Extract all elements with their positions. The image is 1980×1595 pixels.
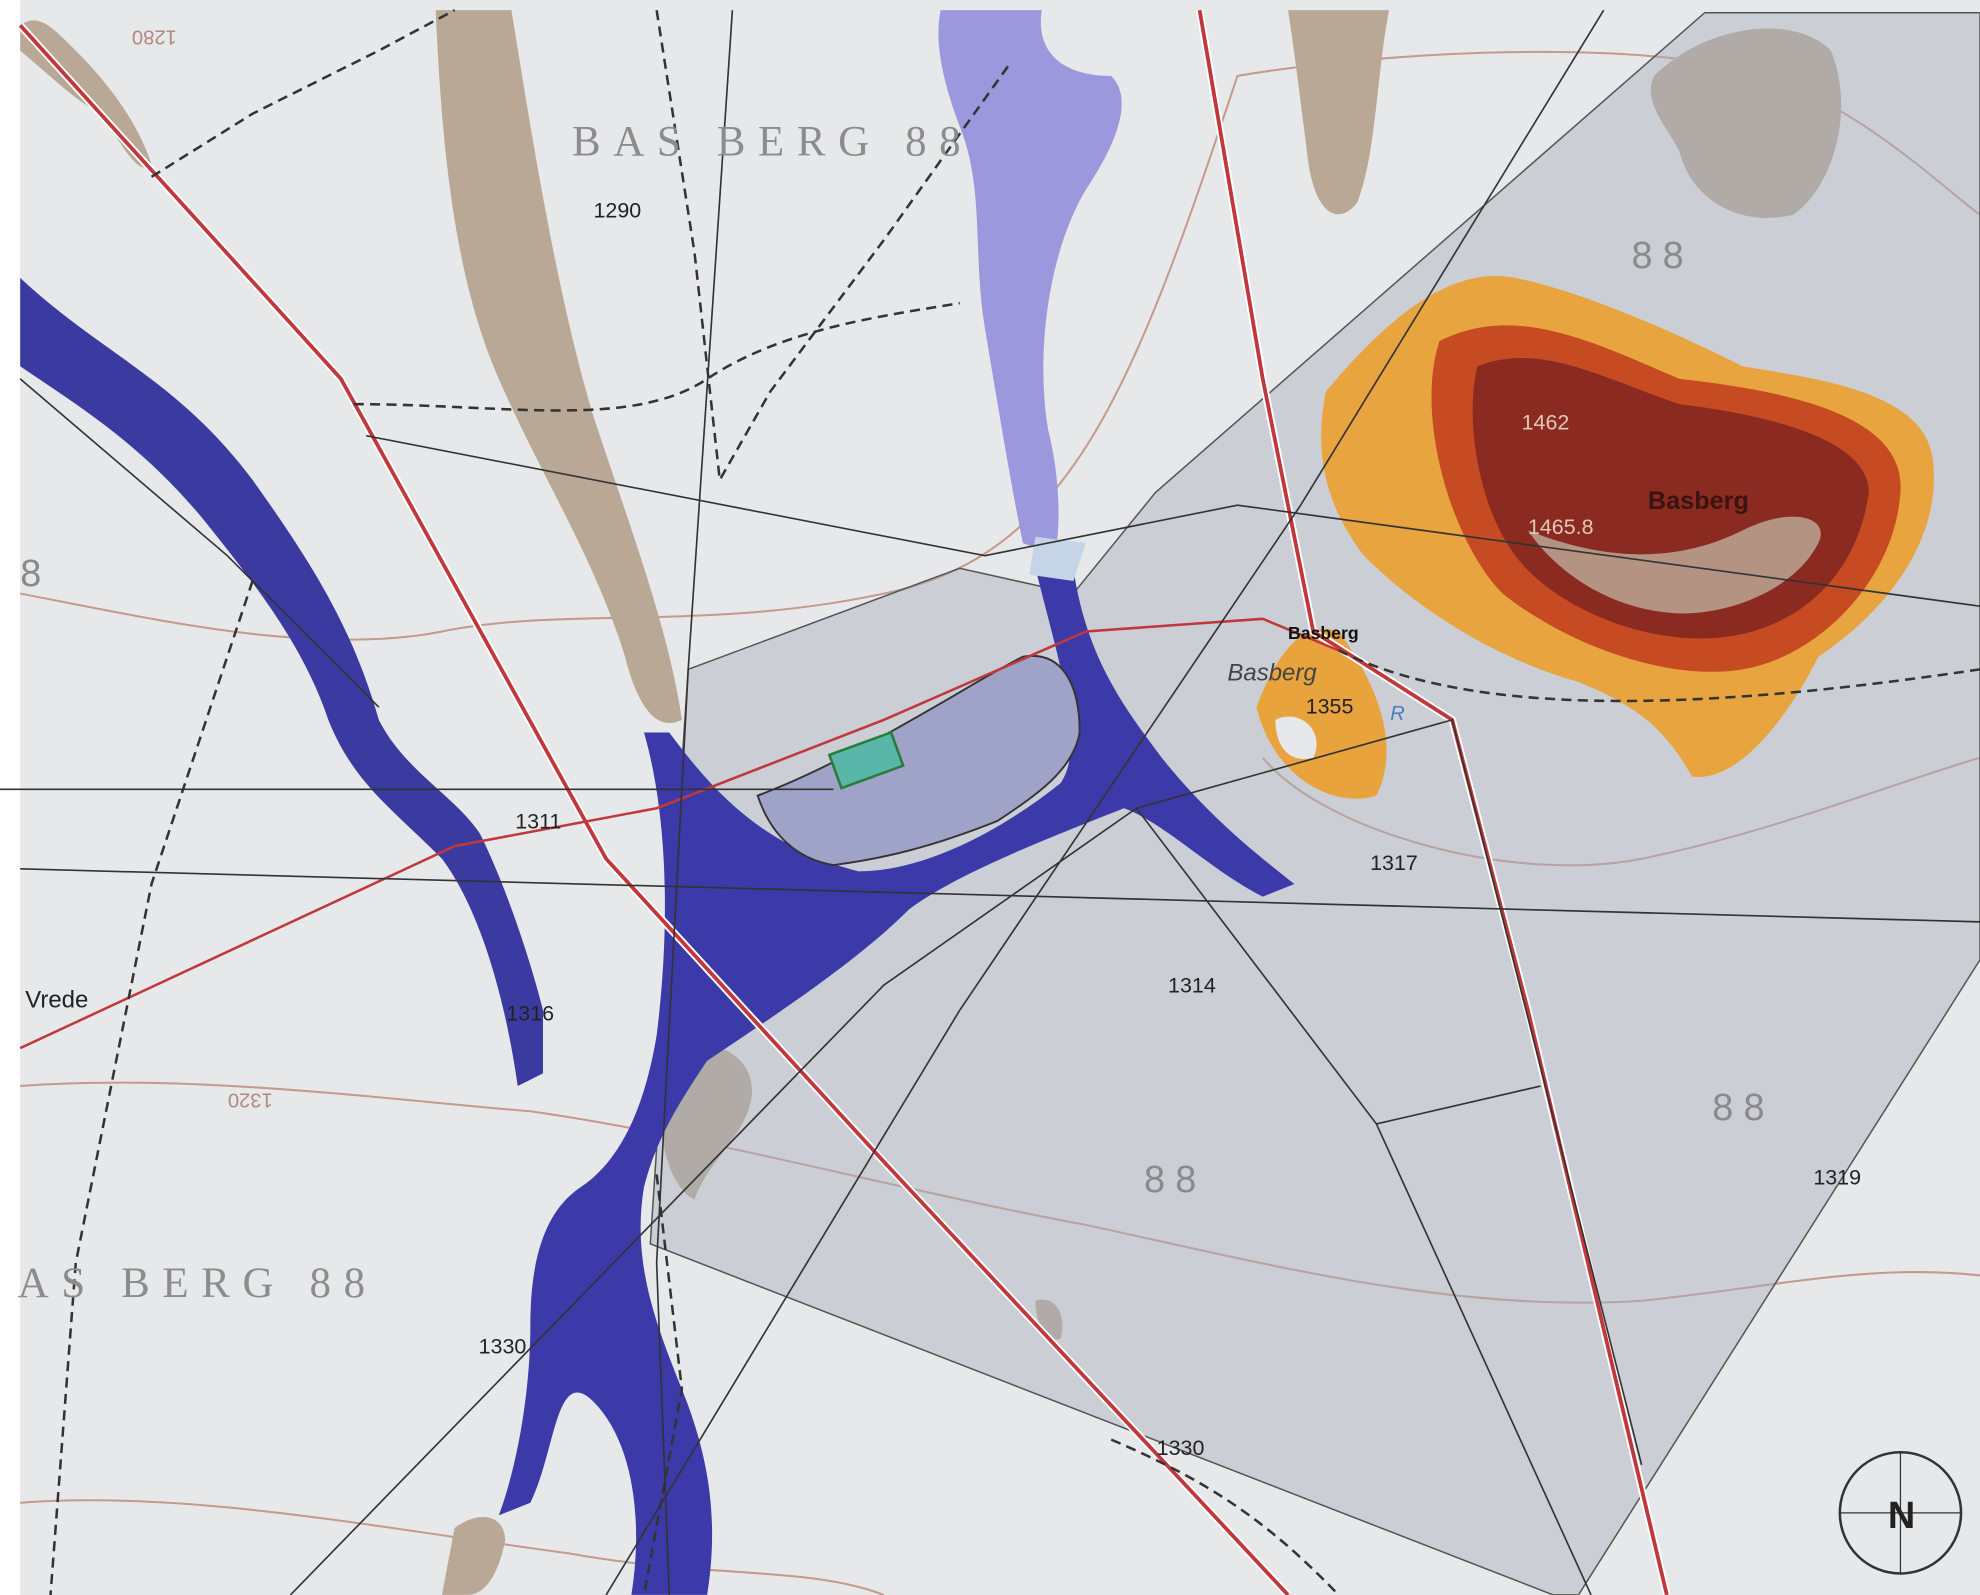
trails xyxy=(49,9,1980,1595)
spot-height: 1319 xyxy=(1813,1166,1861,1190)
spot-height: 1465.8 xyxy=(1528,515,1594,539)
spot-height: 1290 xyxy=(593,198,641,222)
spot-height: 1316 xyxy=(506,1001,554,1025)
spot-height: 1462 xyxy=(1522,410,1570,434)
rivers xyxy=(20,10,1295,1595)
hatched-area xyxy=(756,654,1081,867)
north-arrow xyxy=(1838,1450,1963,1575)
contour-label: 1320 xyxy=(228,1089,273,1111)
spot-height: 1317 xyxy=(1370,851,1418,875)
spot-height: 1355 xyxy=(1306,695,1354,719)
place-name: Basberg xyxy=(1288,623,1359,643)
contour-label: 1280 xyxy=(132,25,177,47)
place-name: Basberg xyxy=(1648,487,1749,515)
area-label: BAS BERG 88 xyxy=(572,118,973,165)
boundary-lines xyxy=(0,9,1980,1595)
spot-height: 1330 xyxy=(1157,1436,1205,1460)
building xyxy=(827,730,905,790)
map-labels: BAS BERG 88 1290 88 1462 Basberg 1465.8 … xyxy=(18,25,1915,1537)
map-margin xyxy=(0,0,21,1595)
place-name: Basberg xyxy=(1227,660,1317,687)
area-number: 88 xyxy=(1712,1087,1774,1129)
area-number: 88 xyxy=(1631,235,1693,277)
hill xyxy=(1256,275,1934,799)
north-label: N xyxy=(1888,1495,1915,1537)
spot-height: 1314 xyxy=(1168,974,1216,998)
place-name: Vrede xyxy=(25,987,88,1014)
area-label: AS BERG 88 xyxy=(18,1260,378,1307)
symbol-label: R xyxy=(1390,703,1405,725)
area-number: 88 xyxy=(1144,1159,1206,1201)
area-number: 8 xyxy=(20,553,51,595)
spot-height: 1311 xyxy=(515,809,561,833)
spot-height: 1330 xyxy=(479,1335,527,1359)
